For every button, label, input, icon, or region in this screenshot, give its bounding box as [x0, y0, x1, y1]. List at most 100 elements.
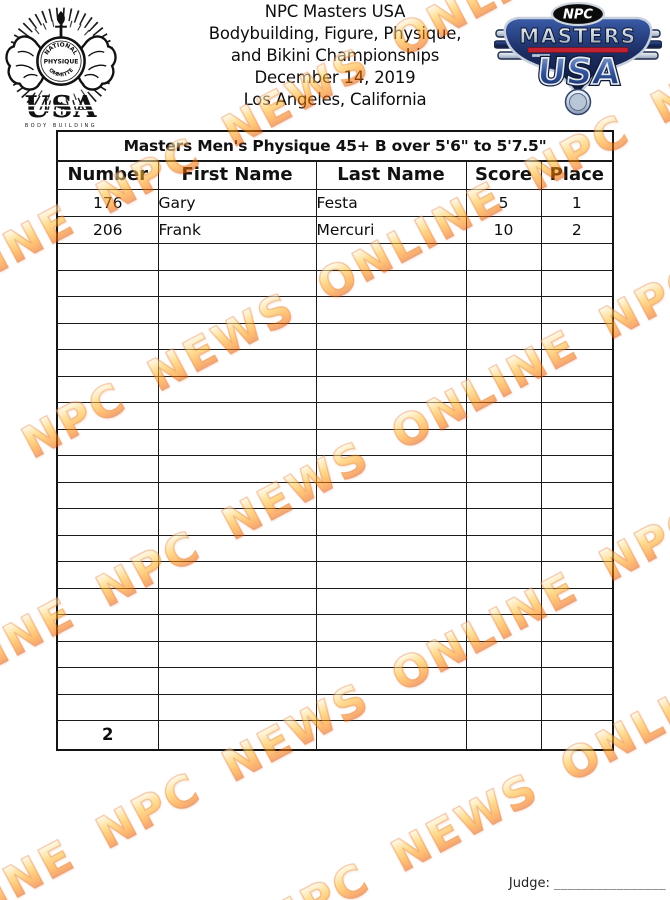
table-row [56, 534, 614, 562]
cell-score [465, 322, 542, 350]
cell-number [56, 640, 159, 668]
cell-number [56, 349, 159, 377]
torch-icon [55, 10, 67, 41]
event-header: NPC Masters USA Bodybuilding, Figure, Ph… [130, 1, 540, 111]
cell-first [157, 720, 317, 750]
cell-first [157, 375, 317, 403]
score-table-body: 176 Gary Festa 5 1 206 Frank Mercuri 10 2 2 [56, 189, 614, 750]
table-row [56, 349, 614, 377]
medallion-center [569, 93, 587, 111]
cell-first [157, 349, 317, 377]
cell-place [540, 375, 614, 403]
cell-number: 206 [56, 216, 159, 244]
score-table: Masters Men's Physique 45+ B over 5'6" t… [56, 130, 615, 751]
cell-score [465, 296, 542, 324]
npc-oval-text: NPC [563, 8, 593, 23]
cell-place [540, 402, 614, 430]
cell-place [540, 349, 614, 377]
table-row [56, 481, 614, 509]
cell-place [540, 587, 614, 615]
cell-first [157, 508, 317, 536]
table-row [56, 296, 614, 324]
cell-number [56, 508, 159, 536]
npc-masters-usa-logo: NPC MASTERS USA USA [494, 2, 662, 116]
cell-score [465, 375, 542, 403]
cell-place [540, 614, 614, 642]
seal-circle [36, 36, 86, 86]
table-row [56, 561, 614, 589]
npc-oval [550, 2, 606, 27]
event-title-line: and Bikini Championships [230, 46, 440, 65]
table-row [56, 508, 614, 536]
detail-dashes [531, 53, 551, 58]
cell-score [465, 243, 542, 271]
table-row [56, 667, 614, 695]
table-row [56, 455, 614, 483]
table-row [56, 428, 614, 456]
cell-number [56, 614, 159, 642]
judge-label: Judge: [508, 876, 550, 891]
table-row [56, 243, 614, 271]
cell-place: 1 [540, 189, 614, 217]
cell-first [157, 296, 317, 324]
cell-last [315, 349, 467, 377]
cell-place [540, 455, 614, 483]
event-title-line: NPC Masters USA [264, 2, 406, 21]
cell-score [465, 561, 542, 589]
table-title: Masters Men's Physique 45+ B over 5'6" t… [56, 130, 614, 162]
cell-number [56, 481, 159, 509]
cell-place: 2 [540, 216, 614, 244]
table-row [56, 322, 614, 350]
table-row: 176 Gary Festa 5 1 [56, 189, 614, 217]
cell-last: Festa [315, 189, 467, 217]
cell-place [540, 640, 614, 668]
npc-usa-bodybuilding-logo: NATIONAL PHYSIQUE COMMITTEE USA BODY BUI… [4, 4, 117, 129]
cell-score [465, 402, 542, 430]
cell-first [157, 614, 317, 642]
table-row: 206 Frank Mercuri 10 2 [56, 216, 614, 244]
cell-last [315, 296, 467, 324]
table-row [56, 587, 614, 615]
cell-first [157, 561, 317, 589]
cell-place [540, 667, 614, 695]
cell-first [157, 667, 317, 695]
table-title-row: Masters Men's Physique 45+ B over 5'6" t… [56, 130, 614, 162]
cell-score [465, 455, 542, 483]
cell-place [540, 481, 614, 509]
col-header-last-name: Last Name [315, 160, 467, 190]
competitor-count-row: 2 [56, 720, 614, 750]
cell-number [56, 243, 159, 271]
cell-last [315, 508, 467, 536]
cell-last [315, 269, 467, 297]
cell-score [465, 534, 542, 562]
cell-place [540, 243, 614, 271]
cell-score [465, 614, 542, 642]
event-title-line: Bodybuilding, Figure, Physique, [208, 24, 462, 43]
table-row [56, 640, 614, 668]
table-header-row: Number First Name Last Name Score Place [56, 160, 614, 190]
cell-last [315, 402, 467, 430]
cell-last [315, 243, 467, 271]
cell-score [465, 481, 542, 509]
cell-last [315, 375, 467, 403]
usa-wordmark-badge: USA [535, 51, 622, 93]
cell-first [157, 269, 317, 297]
cell-number [56, 375, 159, 403]
cell-place [540, 534, 614, 562]
bodybuilding-caption: BODY BUILDING [25, 123, 97, 129]
red-stripe [527, 47, 629, 53]
cell-number [56, 269, 159, 297]
usa-stripe [25, 109, 97, 112]
cell-place [540, 428, 614, 456]
cell-place [540, 720, 614, 750]
cell-number [56, 587, 159, 615]
cell-score: 5 [465, 189, 542, 217]
usa-wordmark: USA [25, 89, 98, 124]
cell-first [157, 534, 317, 562]
cell-score [465, 269, 542, 297]
flexing-figure-right [76, 35, 117, 91]
usa-wordmark-outline: USA [535, 51, 622, 93]
col-header-score: Score [465, 160, 542, 190]
table-row [56, 269, 614, 297]
cell-place [540, 508, 614, 536]
